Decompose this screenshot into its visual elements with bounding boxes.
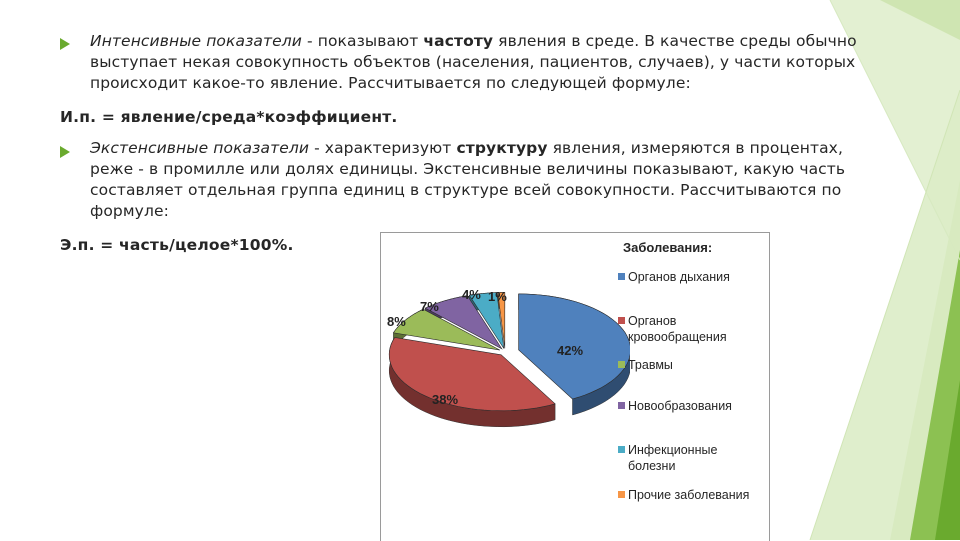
- legend-item: Травмы: [618, 357, 768, 373]
- pie-slice: [468, 292, 505, 349]
- legend-label: Органов дыхания: [628, 270, 730, 284]
- legend-item: Инфекционные болезни: [618, 442, 768, 474]
- bullet-arrow-icon: [60, 38, 70, 50]
- paragraph-text: явления, измеряются в процентах, реже - …: [90, 139, 846, 220]
- term-intensive: Интенсивные показатели: [90, 32, 302, 50]
- pie-percent-label: 38%: [432, 392, 459, 407]
- legend-label: Прочие заболевания: [628, 488, 750, 502]
- decorative-green-shapes: [770, 0, 960, 540]
- legend-label: Новообразования: [628, 399, 732, 413]
- legend-label: Органов кровообращения: [628, 314, 727, 344]
- pie-percent-label: 7%: [420, 299, 439, 314]
- paragraph-text: - показывают: [301, 32, 424, 50]
- legend-swatch: [618, 446, 625, 453]
- legend-item: Новообразования: [618, 398, 768, 414]
- pie-slice: [497, 292, 506, 349]
- pie-percent-label: 1%: [488, 289, 507, 304]
- pie-slice: [518, 293, 630, 400]
- formula-extensive: Э.п. = часть/целое*100%.: [60, 236, 294, 254]
- pie-percent-label: 4%: [462, 287, 481, 302]
- paragraph-intensive: Интенсивные показатели - показывают част…: [90, 31, 880, 94]
- bold-keyword: частоту: [423, 32, 494, 50]
- paragraph-text: явления в среде. В качестве среды обычно…: [90, 32, 857, 92]
- pie-percent-label: 42%: [557, 343, 584, 358]
- legend-swatch: [618, 317, 625, 324]
- paragraph-extensive: Экстенсивные показатели - характеризуют …: [90, 138, 880, 222]
- formula-intensive: И.п. = явление/среда*коэффициент.: [60, 108, 398, 126]
- bullet-arrow-icon: [60, 146, 70, 158]
- bold-keyword: структуру: [456, 139, 548, 157]
- pie-slice: [424, 295, 503, 350]
- legend-label: Инфекционные болезни: [628, 443, 718, 473]
- paragraph-text: - характеризуют: [309, 139, 457, 157]
- legend-label: Травмы: [628, 358, 673, 372]
- pie-slice: [392, 308, 501, 351]
- legend-item: Органов дыхания: [618, 269, 768, 285]
- term-extensive: Экстенсивные показатели: [90, 139, 310, 157]
- pie-chart: [388, 292, 630, 428]
- legend-item: Органов кровообращения: [618, 313, 768, 345]
- legend-swatch: [618, 402, 625, 409]
- pie-slice: [388, 337, 556, 412]
- pie-percent-label: 8%: [387, 314, 406, 329]
- legend-swatch: [618, 273, 625, 280]
- legend-swatch: [618, 491, 625, 498]
- chart-title: Заболевания:: [623, 240, 713, 255]
- legend-swatch: [618, 361, 625, 368]
- legend-item: Прочие заболевания: [618, 487, 768, 503]
